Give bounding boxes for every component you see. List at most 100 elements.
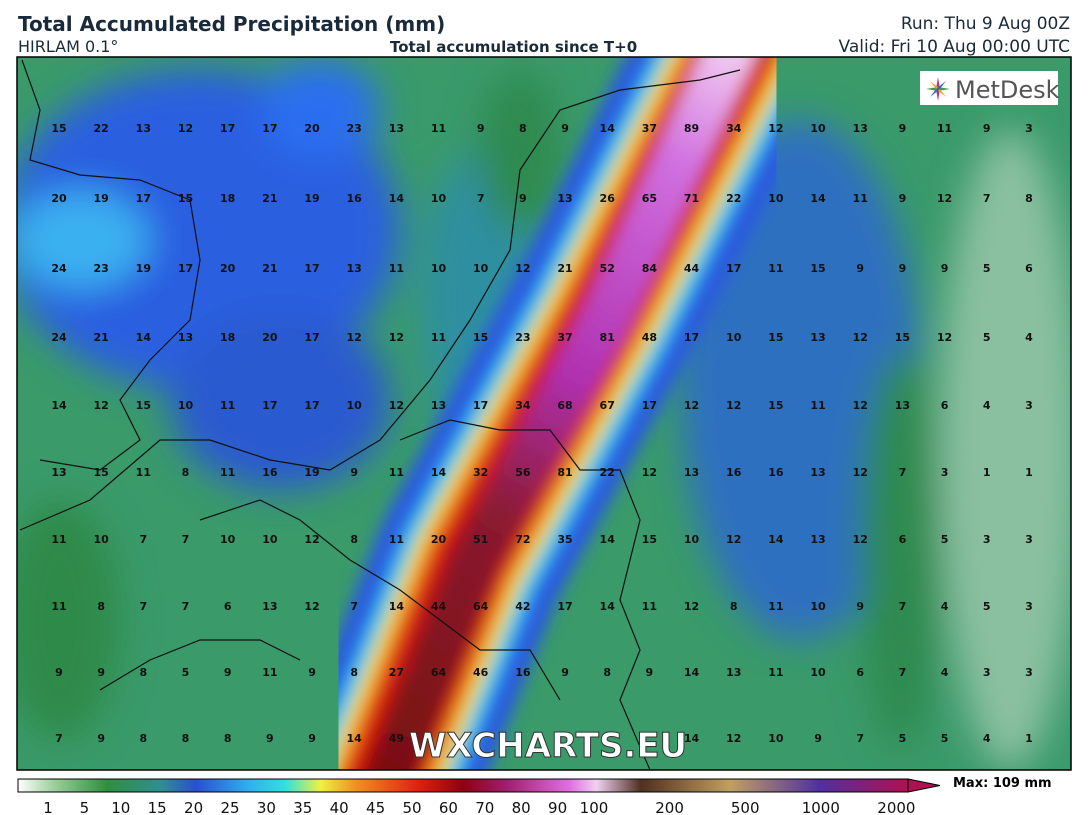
grid-value: 9 (477, 122, 485, 135)
grid-value: 9 (899, 122, 907, 135)
grid-value: 8 (140, 666, 148, 679)
grid-value: 10 (810, 666, 826, 679)
grid-value: 16 (768, 466, 784, 479)
grid-value: 13 (684, 466, 699, 479)
colorbar-label: 10 (111, 799, 130, 815)
grid-value: 48 (642, 331, 657, 344)
grid-value: 12 (853, 331, 868, 344)
grid-value: 9 (97, 666, 105, 679)
grid-value: 11 (389, 466, 404, 479)
grid-value: 7 (140, 533, 148, 546)
grid-value: 9 (899, 192, 907, 205)
grid-value: 71 (684, 192, 699, 205)
grid-value: 9 (856, 600, 864, 613)
grid-value: 6 (899, 533, 907, 546)
grid-value: 68 (557, 399, 572, 412)
grid-value: 3 (1025, 399, 1033, 412)
grid-value: 10 (768, 732, 784, 745)
logo-icon (926, 77, 950, 101)
grid-value: 34 (515, 399, 531, 412)
grid-value: 16 (262, 466, 278, 479)
grid-value: 11 (853, 192, 868, 205)
grid-value: 13 (51, 466, 66, 479)
grid-value: 16 (515, 666, 531, 679)
grid-value: 72 (515, 533, 530, 546)
grid-value: 42 (515, 600, 530, 613)
grid-value: 3 (1025, 666, 1033, 679)
grid-value: 9 (308, 666, 316, 679)
grid-value: 21 (557, 262, 572, 275)
grid-value: 7 (182, 533, 190, 546)
grid-value: 14 (810, 192, 826, 205)
colorbar-label: 25 (220, 799, 239, 815)
grid-value: 15 (810, 262, 825, 275)
grid-value: 16 (726, 466, 742, 479)
colorbar-label: 500 (731, 799, 760, 815)
grid-value: 5 (941, 533, 949, 546)
grid-value: 44 (431, 600, 447, 613)
grid-value: 81 (600, 331, 615, 344)
grid-value: 22 (600, 466, 615, 479)
grid-value: 14 (600, 533, 616, 546)
grid-value: 8 (182, 732, 190, 745)
grid-value: 4 (941, 600, 949, 613)
colorbar-label: 1 (43, 799, 53, 815)
colorbar-label: 70 (475, 799, 494, 815)
grid-value: 4 (983, 399, 991, 412)
grid-value: 21 (94, 331, 109, 344)
grid-value: 27 (389, 666, 404, 679)
grid-value: 12 (937, 192, 952, 205)
grid-value: 11 (768, 600, 783, 613)
grid-value: 19 (304, 466, 319, 479)
grid-value: 64 (473, 600, 489, 613)
grid-value: 13 (557, 192, 572, 205)
grid-value: 15 (94, 466, 109, 479)
grid-value: 9 (899, 262, 907, 275)
grid-value: 6 (224, 600, 232, 613)
grid-value: 9 (983, 122, 991, 135)
grid-value: 18 (220, 192, 235, 205)
grid-value: 11 (220, 466, 235, 479)
grid-value: 23 (347, 122, 362, 135)
grid-value: 14 (347, 732, 363, 745)
grid-value: 12 (726, 399, 741, 412)
grid-value: 9 (55, 666, 63, 679)
grid-value: 13 (726, 666, 741, 679)
grid-value: 10 (810, 600, 826, 613)
grid-value: 14 (389, 192, 405, 205)
subtitle: Total accumulation since T+0 (390, 38, 638, 56)
title: Total Accumulated Precipitation (mm) (18, 12, 446, 36)
grid-value: 12 (768, 122, 783, 135)
grid-value: 51 (473, 533, 488, 546)
grid-value: 11 (389, 262, 404, 275)
grid-value: 3 (983, 666, 991, 679)
grid-value: 9 (561, 122, 569, 135)
grid-value: 14 (389, 600, 405, 613)
grid-value: 17 (684, 331, 699, 344)
grid-value: 14 (684, 732, 700, 745)
grid-value: 23 (515, 331, 530, 344)
colorbar-label: 50 (402, 799, 421, 815)
grid-value: 12 (304, 533, 319, 546)
grid-value: 9 (519, 192, 527, 205)
grid-value: 20 (431, 533, 447, 546)
grid-value: 7 (899, 466, 907, 479)
grid-value: 8 (603, 666, 611, 679)
grid-value: 14 (600, 122, 616, 135)
grid-value: 81 (557, 466, 572, 479)
grid-value: 4 (983, 732, 991, 745)
grid-value: 22 (94, 122, 109, 135)
grid-value: 9 (350, 466, 358, 479)
grid-value: 5 (983, 331, 991, 344)
grid-value: 13 (895, 399, 910, 412)
grid-value: 12 (726, 732, 741, 745)
grid-value: 12 (684, 600, 699, 613)
grid-value: 65 (642, 192, 657, 205)
grid-value: 17 (262, 399, 277, 412)
grid-value: 7 (182, 600, 190, 613)
grid-value: 37 (557, 331, 572, 344)
grid-value: 10 (810, 122, 826, 135)
grid-value: 17 (642, 399, 657, 412)
grid-value: 12 (684, 399, 699, 412)
